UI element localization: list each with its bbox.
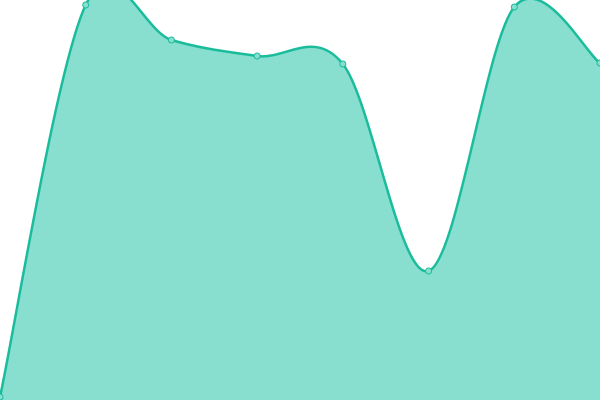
data-point-4 xyxy=(253,52,261,60)
data-point-2 xyxy=(82,1,90,9)
data-point-5 xyxy=(339,60,347,68)
data-point-3 xyxy=(167,36,175,44)
data-point-8 xyxy=(596,59,600,67)
data-point-7 xyxy=(510,3,518,11)
data-point-1 xyxy=(0,393,4,400)
data-point-6 xyxy=(425,267,433,275)
